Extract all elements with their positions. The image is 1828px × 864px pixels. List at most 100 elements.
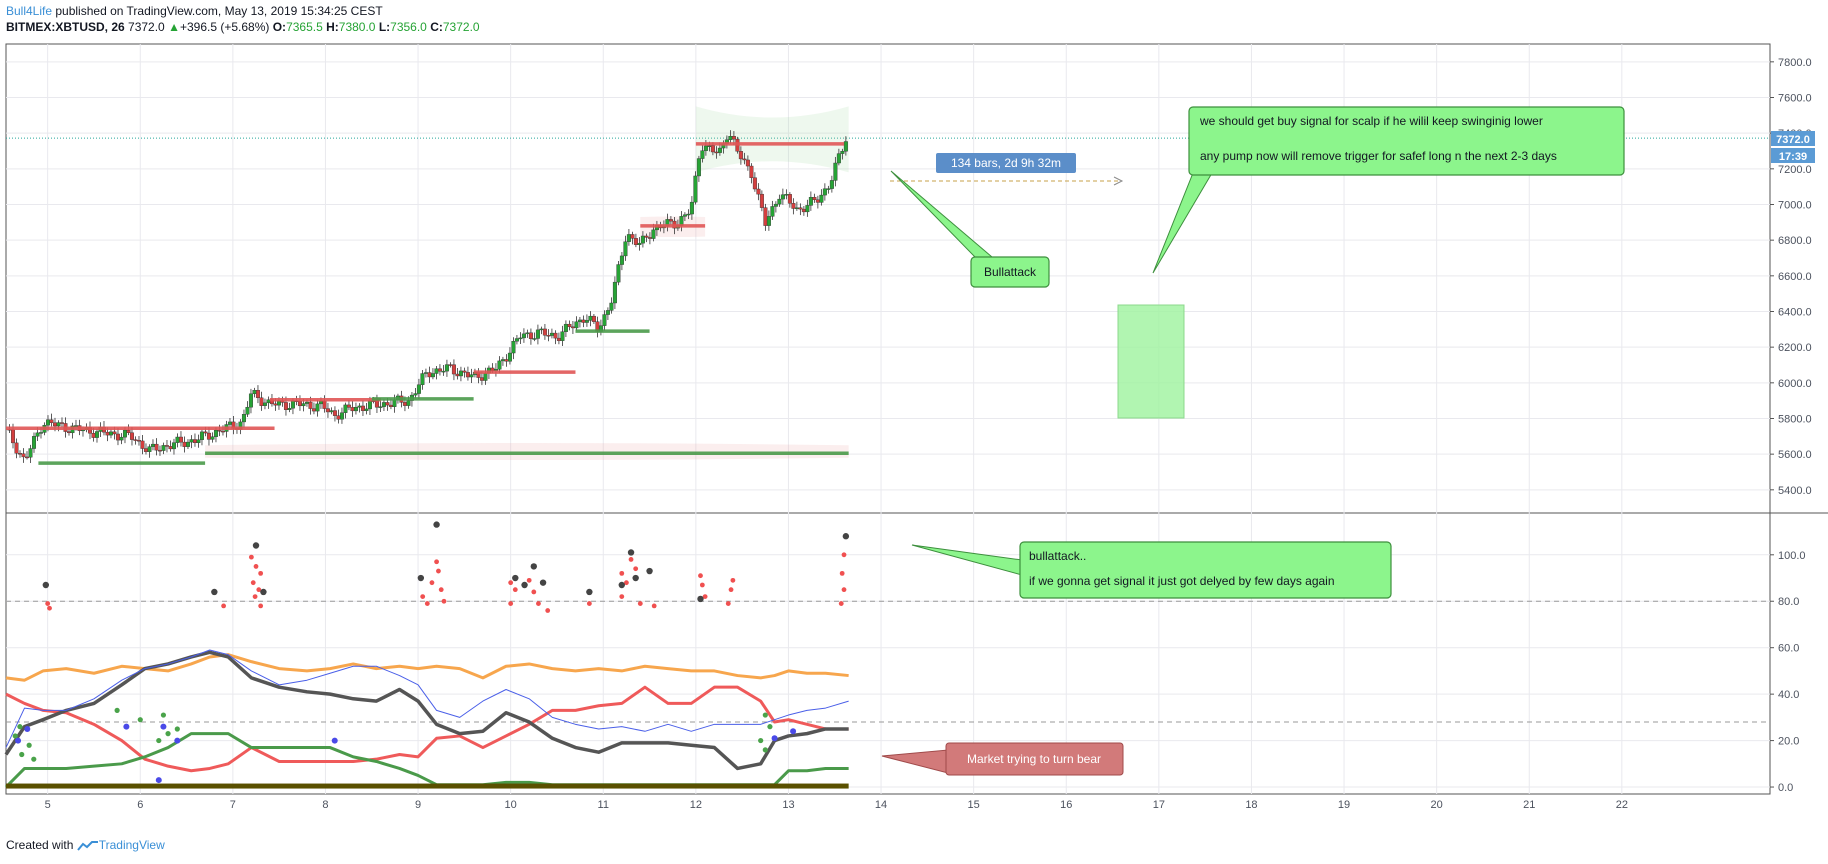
- candlestick: [633, 233, 638, 248]
- signal-dot-red: [545, 608, 551, 613]
- candlestick: [605, 307, 610, 321]
- signal-dot-red: [429, 580, 435, 586]
- candlestick: [616, 260, 621, 286]
- candlestick: [497, 356, 502, 374]
- x-tick-label: 10: [505, 799, 517, 811]
- oscillator-pane[interactable]: [4, 521, 850, 789]
- signal-dot-blue: [123, 723, 130, 730]
- candlestick: [833, 156, 838, 187]
- signal-dot-dark: [512, 574, 519, 582]
- bullattack-callout-pointer: [890, 170, 994, 258]
- candlestick: [115, 428, 120, 446]
- signal-dot-dark: [586, 588, 593, 596]
- candlestick: [644, 233, 649, 243]
- candle-body: [693, 175, 698, 203]
- candle-body: [500, 359, 505, 362]
- candlestick: [196, 434, 201, 448]
- candlestick: [164, 439, 169, 453]
- candle-body: [364, 408, 369, 411]
- candlestick: [567, 320, 572, 331]
- signal-dot-green: [31, 756, 37, 762]
- candle-body: [553, 332, 558, 339]
- signal-dot-green: [19, 751, 25, 758]
- main-note-callout[interactable]: we should get buy signal for scalp if he…: [1152, 106, 1625, 274]
- target-zone-rectangle[interactable]: [1117, 304, 1185, 419]
- bars-range-annotation[interactable]: 134 bars, 2d 9h 32m: [890, 153, 1124, 186]
- candle-body: [49, 419, 54, 423]
- candle-body: [136, 440, 141, 442]
- candle-body: [812, 197, 817, 200]
- candlestick: [700, 145, 705, 163]
- candlestick: [49, 413, 54, 427]
- candlestick: [434, 365, 439, 380]
- signal-dot-green: [137, 717, 143, 723]
- candlestick: [364, 403, 369, 415]
- candlestick: [350, 401, 355, 417]
- candlestick: [686, 209, 691, 220]
- candle-body: [112, 431, 117, 435]
- lower-note-line2: if we gonna get signal it just got delye…: [1029, 574, 1335, 588]
- candlestick: [259, 391, 264, 411]
- x-tick-label: 8: [322, 799, 328, 811]
- candlestick: [210, 432, 215, 443]
- signal-dot-red: [624, 580, 629, 586]
- osc-series-line: [4, 732, 849, 789]
- candlestick: [150, 439, 155, 451]
- close-value: 7372.0: [442, 20, 480, 34]
- price-pane[interactable]: [6, 106, 1770, 465]
- signal-dot-dark: [260, 588, 267, 596]
- candlestick: [549, 328, 554, 339]
- candle-body: [437, 368, 442, 372]
- candle-body: [381, 402, 386, 407]
- candlestick: [171, 438, 176, 455]
- candle-body: [749, 165, 754, 178]
- candlestick: [448, 362, 453, 368]
- low-value: 7356.0: [390, 20, 427, 34]
- candlestick: [262, 398, 267, 410]
- candle-body: [560, 331, 565, 341]
- candle-body: [147, 446, 152, 452]
- x-tick-label: 13: [782, 799, 794, 811]
- candlestick: [532, 332, 537, 342]
- osc-series-line: [5, 685, 849, 773]
- candlestick: [591, 313, 596, 325]
- candle-body: [542, 328, 547, 336]
- signal-dot-dark: [521, 581, 528, 589]
- candle-body: [577, 319, 582, 323]
- created-with-text: Created with: [6, 838, 74, 852]
- tradingview-logo-icon: [76, 840, 98, 851]
- candlestick: [175, 433, 180, 448]
- candle-body: [689, 201, 694, 215]
- bear-callout[interactable]: Market trying to turn bear: [881, 742, 1124, 776]
- lower-note-callout[interactable]: bullattack.. if we gonna get signal it j…: [911, 541, 1392, 599]
- candle-body: [374, 400, 379, 408]
- candle-body: [322, 400, 327, 409]
- candlestick: [598, 319, 603, 336]
- signal-dot-red: [651, 603, 657, 609]
- candle-body: [157, 449, 162, 452]
- candle-body: [647, 237, 652, 239]
- candle-body: [185, 441, 190, 447]
- author-link[interactable]: Bull4Life: [6, 4, 53, 18]
- candlestick: [154, 438, 159, 456]
- signal-dot-red: [248, 554, 254, 560]
- signal-dot-red: [531, 589, 537, 595]
- osc-y-tick-label: 20.0: [1778, 736, 1799, 748]
- candle-body: [350, 407, 355, 412]
- candlestick: [546, 329, 551, 342]
- candle-body: [367, 400, 372, 410]
- signal-dot-green: [758, 737, 764, 744]
- bullattack-callout[interactable]: Bullattack: [890, 170, 1050, 288]
- candle-body: [644, 235, 649, 238]
- candle-body: [126, 429, 131, 433]
- signal-dot-red: [221, 603, 227, 609]
- x-tick-label: 12: [690, 799, 702, 811]
- tradingview-brand-link[interactable]: TradingView: [98, 838, 165, 852]
- y-tick-label: 5600.0: [1778, 449, 1812, 461]
- signal-dot-red: [637, 601, 643, 606]
- candlestick: [574, 316, 579, 331]
- candlestick: [161, 442, 166, 455]
- price-cloud: [695, 106, 849, 173]
- signal-dot-red: [434, 559, 439, 565]
